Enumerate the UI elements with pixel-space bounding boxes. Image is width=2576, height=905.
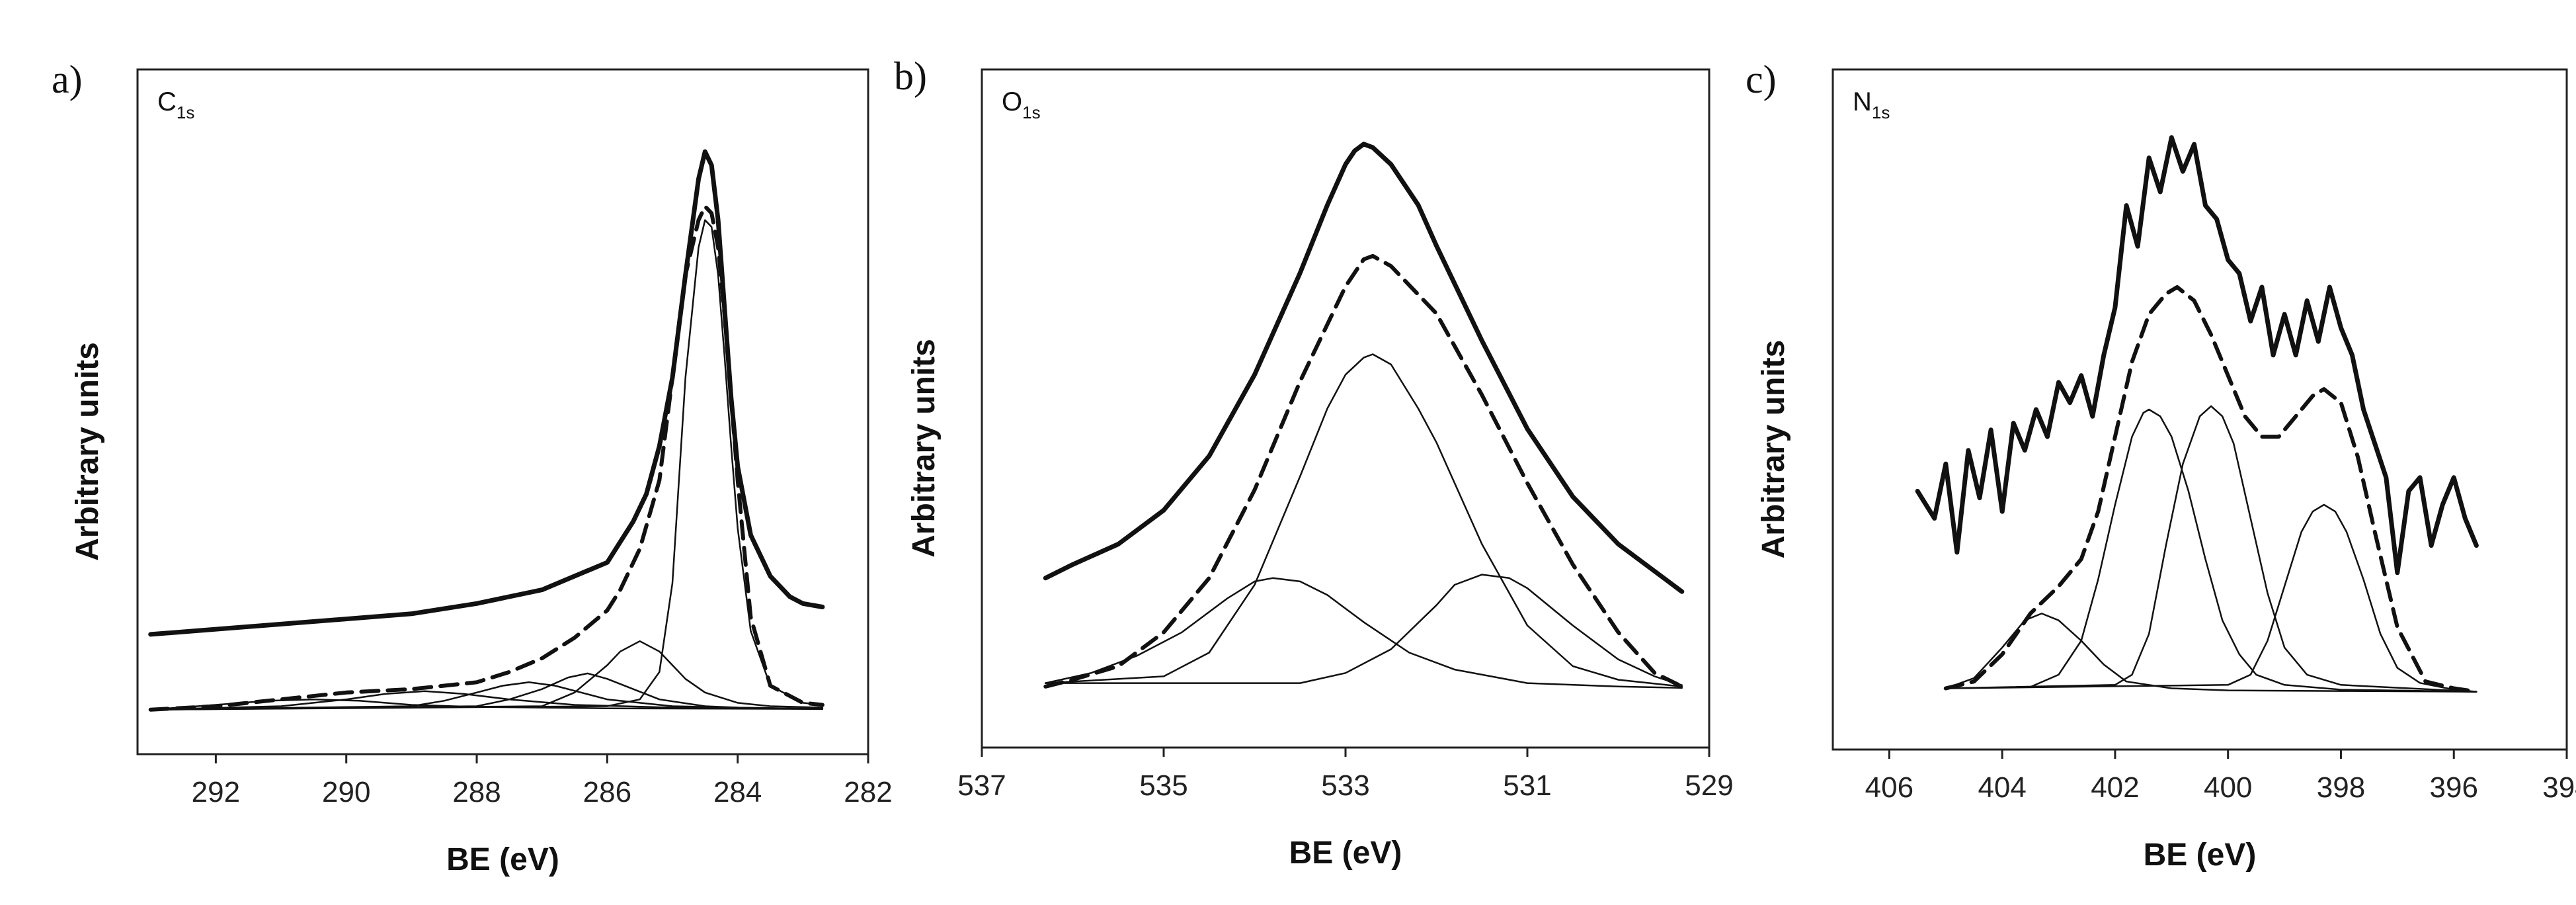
core-level-orbital: 1s [1872,103,1890,122]
x-tick-label: 292 [192,776,240,808]
series-thin-4 [1045,574,1683,686]
x-tick-label: 284 [713,776,762,808]
x-tick-label: 535 [1139,769,1187,802]
series-thin-5 [1945,503,2477,693]
x-tick-label: 288 [452,776,501,808]
panel-letter: c) [1746,58,1777,101]
y-axis-title: Arbitrary units [1756,340,1791,559]
x-tick-label: 529 [1685,769,1733,802]
core-level-orbital: 1s [177,103,194,122]
series-thin-2 [1045,577,1683,689]
series-thin-5 [149,681,824,711]
x-tick-label: 282 [844,776,892,808]
series-thin-4 [149,672,824,711]
x-tick-label: 406 [1865,771,1913,804]
x-tick-label: 533 [1321,769,1369,802]
x-tick-label: 400 [2204,771,2252,804]
series-thick-0 [1915,135,2479,576]
panel-1: a) C1s 292 290 288 286 284 282 BE (eV) Arbitrary … [52,58,893,877]
panel-letter: a) [52,58,83,101]
plot-frame [1831,68,2568,751]
core-level-label: N1s [1853,87,1890,122]
x-tick-label: 286 [583,776,631,808]
series-thin-4 [1945,405,2477,693]
x-axis-title: BE (eV) [1289,836,1402,871]
series-thick-0 [1043,142,1685,594]
core-level-element: N [1853,87,1872,116]
series-thin-3 [149,640,824,711]
series-thin-6 [149,690,824,711]
series-thin-7 [149,698,824,711]
x-axis-title: BE (eV) [2144,838,2257,873]
y-axis-title: Arbitrary units [70,342,105,561]
panel-3: c) N1s 406 404 402 400 398 396 394 BE (eV) Arbitra… [1746,58,2576,873]
series-thick-0 [148,149,825,637]
series-thin-3 [1045,353,1683,688]
x-tick-label: 398 [2317,771,2365,804]
panel-letter: b) [894,54,927,98]
series-dashed-1 [148,204,825,712]
series-dashed-1 [1943,285,2479,694]
x-tick-label: 396 [2430,771,2478,804]
x-tick-label: 290 [322,776,370,808]
series-thin-3 [1945,408,2477,693]
core-level-element: O [1002,87,1022,116]
x-axis-title: BE (eV) [446,842,559,877]
core-level-orbital: 1s [1022,103,1040,122]
core-level-label: C1s [157,87,194,122]
series-thin-2 [149,219,824,711]
core-level-element: C [157,87,177,116]
core-level-label: O1s [1002,87,1041,122]
y-axis-title: Arbitrary units [906,339,942,558]
panel-2: b) O1s 537 535 533 531 529 BE (eV) Arbitrary uni… [894,54,1734,871]
x-tick-label: 402 [2091,771,2139,804]
plot-frame [136,68,869,755]
x-tick-label: 531 [1503,769,1551,802]
x-tick-label: 537 [957,769,1006,802]
x-tick-label: 394 [2542,771,2576,804]
series-dashed-1 [1043,253,1684,689]
x-tick-label: 404 [1978,771,2026,804]
